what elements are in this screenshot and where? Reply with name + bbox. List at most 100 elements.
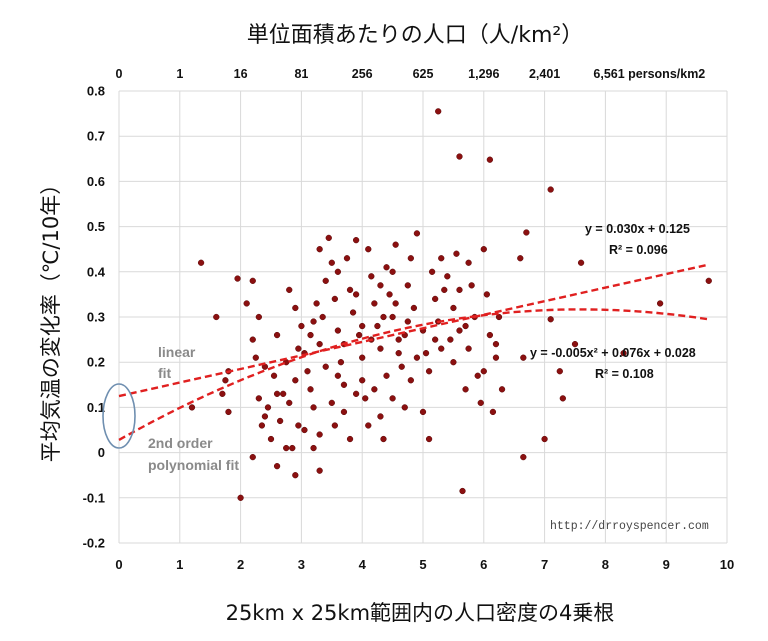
- data-point: [365, 246, 372, 253]
- data-point: [349, 309, 357, 316]
- top-axis-tick-label: 81: [294, 67, 308, 81]
- chart-title: 単位面積あたりの人口（人/km²）: [247, 23, 583, 48]
- data-point: [295, 422, 302, 429]
- data-point: [334, 327, 342, 334]
- data-point: [362, 395, 369, 402]
- data-point: [310, 404, 317, 411]
- intercept-highlight-ellipse: [102, 383, 136, 449]
- data-point: [404, 282, 411, 289]
- data-point: [450, 304, 457, 312]
- data-point: [322, 277, 329, 284]
- x-tick-label: 2: [237, 557, 244, 572]
- data-point: [407, 377, 414, 384]
- data-point: [520, 354, 527, 361]
- data-point: [386, 291, 393, 298]
- x-axis-label: 25km x 25km範囲内の人口密度の4乗根: [226, 601, 615, 625]
- data-point: [438, 345, 445, 352]
- data-point: [283, 444, 290, 452]
- data-point: [392, 241, 399, 248]
- data-point: [380, 313, 387, 321]
- data-point: [480, 246, 487, 253]
- data-point: [453, 250, 460, 257]
- x-tick-label: 6: [480, 557, 487, 572]
- credit-text: http://drroyspencer.com: [550, 520, 709, 533]
- top-axis-tick-label: 6,561 persons/km2: [593, 67, 705, 81]
- data-point: [276, 417, 284, 425]
- data-point: [413, 230, 421, 237]
- data-point: [407, 255, 414, 262]
- data-point: [334, 372, 342, 379]
- y-tick-label: -0.1: [83, 490, 105, 505]
- linear-fit-line: [118, 263, 710, 398]
- data-point: [346, 286, 354, 294]
- data-point: [267, 435, 275, 443]
- data-point: [389, 268, 396, 275]
- x-tick-label: 5: [419, 557, 426, 572]
- data-point: [620, 350, 627, 357]
- data-point: [392, 300, 399, 307]
- data-point: [340, 408, 348, 416]
- data-point: [222, 377, 229, 384]
- data-point: [377, 345, 384, 352]
- data-point: [352, 237, 360, 244]
- data-point: [520, 453, 527, 461]
- data-point: [571, 340, 579, 348]
- data-point: [316, 340, 323, 348]
- y-tick-label: 0.5: [87, 219, 105, 234]
- data-point: [428, 268, 436, 275]
- data-point: [356, 331, 363, 339]
- data-point: [334, 268, 342, 275]
- data-point: [328, 259, 335, 266]
- y-tick-label: 0.4: [87, 264, 106, 279]
- data-point: [346, 435, 354, 443]
- data-point: [462, 322, 469, 330]
- data-point: [225, 408, 232, 416]
- data-point: [270, 372, 278, 379]
- poly-fit-r2: R² = 0.108: [595, 367, 654, 381]
- data-point: [343, 255, 351, 262]
- data-point: [313, 300, 320, 307]
- data-point: [435, 108, 442, 115]
- data-point: [328, 399, 335, 407]
- data-point: [292, 472, 299, 479]
- data-point: [359, 354, 366, 361]
- data-point: [337, 359, 345, 366]
- data-point: [705, 277, 712, 284]
- data-point: [474, 372, 481, 379]
- y-tick-label: 0.6: [87, 174, 105, 189]
- data-point: [301, 426, 308, 434]
- data-point: [456, 286, 463, 294]
- data-point: [456, 153, 463, 160]
- y-tick-label: -0.2: [83, 536, 105, 551]
- data-point: [441, 286, 448, 294]
- data-point: [249, 336, 256, 343]
- data-point: [307, 386, 314, 393]
- y-tick-label: 0.7: [87, 129, 105, 144]
- data-point: [377, 413, 384, 420]
- data-point: [359, 322, 366, 330]
- data-point: [404, 318, 411, 325]
- data-point: [477, 399, 484, 407]
- data-point: [468, 282, 475, 289]
- data-point: [316, 467, 323, 474]
- data-point: [368, 273, 375, 280]
- top-axis-ticks: 0 1 16 81 256 625 1,296 2,401 6,561 persons/km2: [116, 67, 706, 81]
- top-axis-tick-label: 16: [234, 67, 248, 81]
- data-point: [307, 331, 314, 339]
- data-point: [219, 390, 226, 397]
- data-point: [325, 234, 332, 242]
- data-point: [249, 453, 256, 461]
- data-point: [389, 313, 396, 321]
- data-point: [255, 313, 262, 321]
- data-point: [541, 435, 548, 443]
- data-point: [352, 291, 360, 298]
- data-point: [483, 291, 490, 298]
- data-point: [374, 322, 381, 330]
- data-point: [656, 300, 664, 307]
- poly-fit-curve: [118, 308, 709, 441]
- data-point: [489, 408, 497, 416]
- top-axis-tick-label: 625: [413, 67, 434, 81]
- data-point: [495, 313, 503, 321]
- data-point: [310, 318, 317, 325]
- data-point: [465, 345, 472, 352]
